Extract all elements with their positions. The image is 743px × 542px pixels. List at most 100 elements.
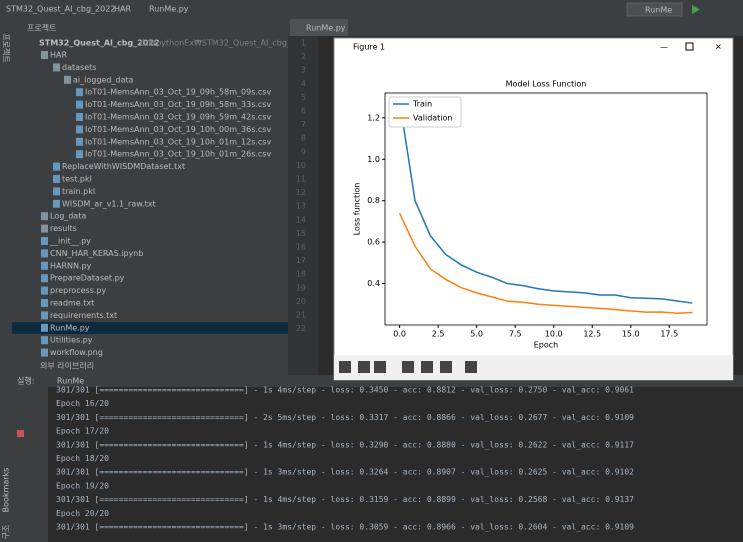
top-bar bbox=[0, 0, 743, 18]
tree-icon bbox=[41, 249, 48, 258]
tree-icon bbox=[64, 75, 71, 84]
tree-item[interactable]: preprocess.py bbox=[50, 286, 106, 295]
configure-button[interactable] bbox=[440, 361, 452, 373]
left-strip-bottom bbox=[0, 375, 12, 542]
console-line: 301/301 [==============================]… bbox=[56, 523, 634, 532]
tree-item[interactable]: HARNN.py bbox=[50, 261, 92, 270]
run-button[interactable] bbox=[692, 5, 700, 14]
tree-item[interactable]: IoT01-MemsAnn_03_Oct_19_10h_00m_36s.csv bbox=[85, 125, 271, 134]
console-line: Epoch 16/20 bbox=[56, 399, 109, 408]
tree-icon bbox=[41, 261, 48, 270]
tree-item[interactable]: Log_data bbox=[50, 212, 86, 221]
side-tab[interactable]: 프로젝트 bbox=[2, 33, 12, 62]
x-tick-label: 10.0 bbox=[545, 330, 563, 339]
gutter bbox=[288, 36, 318, 375]
panel-title: 프로젝트 bbox=[27, 23, 56, 33]
line-number: 10 bbox=[296, 161, 306, 170]
tree-icon bbox=[53, 63, 60, 72]
zoom-button[interactable] bbox=[421, 361, 433, 373]
figure-window bbox=[333, 37, 734, 381]
side-tab[interactable]: Bookmarks bbox=[2, 468, 11, 513]
side-tab[interactable]: 구조 bbox=[2, 525, 11, 540]
line-number: 17 bbox=[296, 256, 306, 265]
tree-item[interactable]: IoT01-MemsAnn_03_Oct_19_09h_58m_33s.csv bbox=[85, 100, 271, 109]
console-line: Epoch 17/20 bbox=[56, 427, 109, 436]
breadcrumb-folder[interactable]: HAR bbox=[114, 5, 131, 14]
tree-icon bbox=[41, 336, 48, 345]
y-tick-label: 1.0 bbox=[367, 155, 380, 164]
back-button[interactable] bbox=[358, 361, 370, 373]
console-line: 301/301 [==============================]… bbox=[56, 413, 634, 422]
tree-item[interactable]: ReplaceWithWISDMDataset.txt bbox=[62, 162, 185, 171]
stop-button[interactable] bbox=[17, 430, 24, 437]
line-number: 7 bbox=[301, 120, 306, 129]
x-axis-label: Epoch bbox=[534, 341, 559, 350]
run-config-box[interactable] bbox=[626, 2, 683, 17]
tree-item[interactable]: IoT01-MemsAnn_03_Oct_19_09h_59m_42s.csv bbox=[85, 113, 271, 122]
home-button[interactable] bbox=[339, 361, 351, 373]
line-number: 18 bbox=[296, 270, 306, 279]
breadcrumb-file[interactable]: RunMe.py bbox=[149, 5, 189, 14]
save-button[interactable] bbox=[465, 361, 477, 373]
tree-item[interactable]: IoT01-MemsAnn_03_Oct_19_10h_01m_26s.csv bbox=[85, 150, 271, 159]
line-number: 21 bbox=[296, 311, 306, 320]
chart-title: Model Loss Function bbox=[506, 80, 587, 89]
editor-tab-bg bbox=[290, 19, 348, 36]
series-line bbox=[398, 212, 693, 314]
tree-icon bbox=[76, 88, 83, 97]
line-number: 5 bbox=[301, 93, 306, 102]
tree-item[interactable]: requirements.txt bbox=[50, 311, 117, 320]
x-tick-label: 0.0 bbox=[393, 330, 406, 339]
tree-icon bbox=[41, 224, 48, 233]
tree-icon bbox=[76, 150, 83, 159]
tree-item[interactable]: Utilities.py bbox=[50, 336, 93, 345]
tree-item[interactable]: ai_logged_data bbox=[73, 75, 134, 84]
tree-item[interactable]: results bbox=[50, 224, 77, 233]
tree-icon bbox=[76, 137, 83, 146]
tree-item[interactable]: CNN_HAR_KERAS.ipynb bbox=[50, 249, 143, 258]
x-tick-label: 2.5 bbox=[432, 330, 445, 339]
figure-title: Figure 1 bbox=[353, 43, 385, 52]
close[interactable]: ✕ bbox=[715, 43, 722, 52]
tree-item[interactable]: workflow.png bbox=[50, 348, 103, 357]
tree-item[interactable]: WISDM_ar_v1.1_raw.txt bbox=[62, 199, 156, 208]
tree-external[interactable]: 외부 라이브러리 bbox=[40, 361, 94, 371]
y-tick-label: 0.6 bbox=[367, 238, 380, 247]
tree-item[interactable]: PrepareDataset.py bbox=[50, 274, 125, 283]
tree-item[interactable]: HAR bbox=[50, 51, 67, 60]
tree-root[interactable]: STM32_Quest_AI_cbg_2022 bbox=[39, 39, 159, 48]
run-tab[interactable]: RunMe bbox=[57, 377, 84, 386]
line-number: 11 bbox=[296, 175, 306, 184]
line-number: 4 bbox=[301, 79, 306, 88]
tree-item[interactable]: IoT01-MemsAnn_03_Oct_19_09h_58m_09s.csv bbox=[85, 88, 271, 97]
tree-icon bbox=[41, 299, 48, 307]
tree-icon bbox=[53, 199, 60, 208]
pan-button[interactable] bbox=[402, 361, 414, 373]
tree-item[interactable]: RunMe.py bbox=[50, 323, 90, 332]
legend-label: Validation bbox=[413, 114, 453, 123]
tree-item[interactable]: readme.txt bbox=[50, 299, 94, 308]
tree-item[interactable]: IoT01-MemsAnn_03_Oct_19_10h_01m_12s.csv bbox=[85, 137, 271, 146]
line-number: 15 bbox=[296, 229, 306, 238]
tree-item[interactable]: datasets bbox=[62, 63, 96, 72]
y-tick-label: 0.4 bbox=[367, 279, 380, 288]
minimize[interactable]: — bbox=[660, 43, 668, 52]
tree-icon bbox=[41, 51, 48, 59]
line-number: 13 bbox=[296, 202, 306, 211]
line-number: 2 bbox=[301, 52, 306, 61]
run-config[interactable]: RunMe bbox=[645, 6, 672, 15]
editor-tab[interactable]: RunMe.py bbox=[306, 24, 346, 33]
console-line: 301/301 [==============================]… bbox=[56, 440, 634, 449]
tree-icon bbox=[41, 323, 48, 332]
forward-button[interactable] bbox=[374, 361, 386, 373]
y-axis-label: Loss function bbox=[353, 183, 362, 236]
tree-item[interactable]: __init__.py bbox=[49, 237, 91, 246]
maximize[interactable] bbox=[685, 42, 694, 51]
tree-item[interactable]: test.pkl bbox=[62, 175, 92, 184]
console-line: 301/301 [==============================]… bbox=[56, 468, 634, 477]
line-number: 9 bbox=[301, 147, 306, 156]
project-panel bbox=[12, 18, 288, 375]
line-number: 14 bbox=[296, 215, 306, 224]
tree-item[interactable]: train.pkl bbox=[62, 187, 95, 196]
